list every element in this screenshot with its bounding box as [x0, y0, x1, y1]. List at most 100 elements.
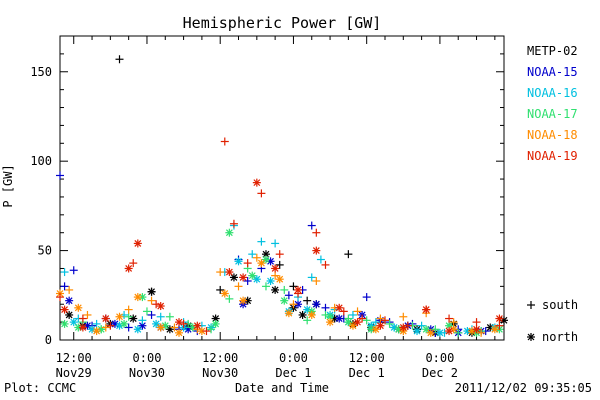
y-tick-label: 50 — [38, 244, 52, 258]
south-point-marker — [56, 171, 64, 180]
north-point-marker — [490, 325, 499, 334]
x-tick-date-label: Dec 1 — [349, 366, 385, 380]
south-point-marker — [344, 250, 353, 259]
south-point-marker — [101, 323, 110, 332]
south-point-marker — [248, 250, 257, 259]
north-point-marker — [74, 303, 83, 312]
north-point-marker — [60, 319, 69, 328]
south-point-marker — [399, 312, 408, 321]
x-tick-date-label: Nov30 — [202, 366, 238, 380]
south-point-marker — [142, 307, 151, 316]
north-point-marker — [248, 271, 257, 280]
north-point-marker — [156, 302, 165, 311]
north-point-marker — [294, 285, 303, 294]
north-point-marker — [495, 314, 504, 323]
south-point-marker — [376, 314, 385, 323]
north-point-marker — [399, 323, 408, 332]
south-point-marker — [417, 321, 426, 330]
north-point-marker — [234, 257, 243, 266]
north-point-marker — [422, 305, 431, 314]
north-point-marker — [445, 321, 454, 330]
south-point-marker — [472, 318, 481, 327]
south-point-marker — [69, 266, 78, 275]
south-point-marker — [307, 273, 316, 282]
south-point-marker — [243, 259, 252, 268]
south-point-marker — [477, 328, 486, 337]
north-point-marker — [413, 327, 422, 336]
north-point-marker — [435, 328, 444, 337]
south-point-marker — [353, 307, 362, 316]
north-point-marker — [312, 246, 321, 255]
x-tick-time-label: 0:00 — [425, 351, 454, 365]
x-tick-time-label: 0:00 — [279, 351, 308, 365]
south-point-marker — [257, 189, 266, 198]
south-point-marker — [165, 312, 174, 321]
y-tick-label: 0 — [45, 333, 52, 347]
x-tick-time-label: 0:00 — [133, 351, 162, 365]
south-point-marker — [92, 319, 101, 328]
north-point-marker — [353, 318, 362, 327]
south-point-marker — [303, 296, 312, 305]
x-tick-time-label: 12:00 — [202, 351, 238, 365]
axes: 05010015012:00Nov290:00Nov3012:00Nov300:… — [30, 35, 505, 380]
south-point-marker — [312, 276, 321, 285]
series-noaa-15 — [56, 171, 490, 337]
legend-entry: METP-02 — [527, 44, 578, 58]
north-point-marker — [239, 273, 248, 282]
south-point-marker — [220, 137, 229, 146]
north-point-marker — [193, 321, 202, 330]
south-point-marker — [257, 237, 266, 246]
data-points — [56, 55, 508, 337]
north-point-marker — [266, 276, 275, 285]
south-point-marker — [65, 285, 74, 294]
north-point-marker — [445, 327, 454, 336]
south-point-marker — [129, 259, 138, 268]
north-point-marker — [312, 300, 321, 309]
south-point-marker — [445, 314, 454, 323]
north-point-marker — [344, 318, 353, 327]
north-point-marker — [156, 323, 165, 332]
south-point-marker — [289, 300, 298, 309]
north-point-marker — [133, 293, 142, 302]
south-point-marker — [216, 285, 225, 294]
south-point-marker — [60, 282, 69, 291]
south-point-marker — [124, 312, 133, 321]
legend-entry: NOAA-17 — [527, 107, 578, 121]
south-point-marker — [261, 282, 270, 291]
y-tick-label: 100 — [30, 154, 52, 168]
south-point-marker — [303, 316, 312, 325]
south-point-marker — [216, 268, 225, 277]
south-point-marker — [385, 319, 394, 328]
marker-key-label: south — [542, 298, 578, 312]
x-tick-date-label: Nov30 — [129, 366, 165, 380]
north-point-marker — [225, 268, 234, 277]
north-point-marker — [527, 333, 535, 341]
north-point-marker — [133, 325, 142, 334]
north-point-marker — [426, 328, 435, 337]
y-axis-label: P [GW] — [1, 164, 15, 207]
north-point-marker — [124, 264, 133, 273]
north-point-marker — [92, 327, 101, 336]
x-tick-date-label: Nov29 — [56, 366, 92, 380]
x-tick-time-label: 12:00 — [349, 351, 385, 365]
south-point-marker — [106, 321, 115, 330]
south-point-marker — [202, 327, 211, 336]
south-point-marker — [271, 271, 280, 280]
south-point-marker — [115, 55, 124, 64]
south-point-marker — [321, 260, 330, 269]
north-point-marker — [133, 239, 142, 248]
south-point-marker — [431, 325, 440, 334]
legend-entry: NOAA-18 — [527, 128, 578, 142]
north-point-marker — [239, 296, 248, 305]
south-point-marker — [284, 291, 293, 300]
south-point-marker — [380, 316, 389, 325]
north-point-marker — [129, 314, 138, 323]
south-point-marker — [170, 323, 179, 332]
series-metp-02 — [65, 55, 508, 337]
north-point-marker — [275, 275, 284, 284]
north-point-marker — [307, 310, 316, 319]
north-point-marker — [348, 321, 357, 330]
south-point-marker — [78, 314, 87, 323]
south-point-marker — [147, 296, 156, 305]
